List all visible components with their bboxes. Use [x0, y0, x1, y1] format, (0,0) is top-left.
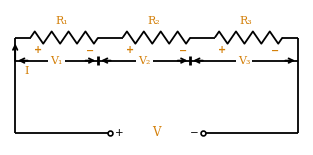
Text: R₃: R₃ [239, 16, 252, 26]
Text: −: − [86, 45, 95, 55]
Text: V₁: V₁ [50, 56, 63, 66]
Text: V₃: V₃ [238, 56, 250, 66]
Text: +: + [115, 128, 123, 138]
Text: R₁: R₁ [55, 16, 68, 26]
Text: R₂: R₂ [147, 16, 160, 26]
Text: V₂: V₂ [138, 56, 151, 66]
Text: +: + [218, 45, 227, 55]
Text: V: V [152, 126, 161, 139]
Text: +: + [34, 45, 42, 55]
Text: −: − [178, 45, 187, 55]
Text: I: I [24, 66, 29, 76]
Text: +: + [126, 45, 135, 55]
Text: −: − [271, 45, 279, 55]
Text: −: − [190, 128, 198, 138]
